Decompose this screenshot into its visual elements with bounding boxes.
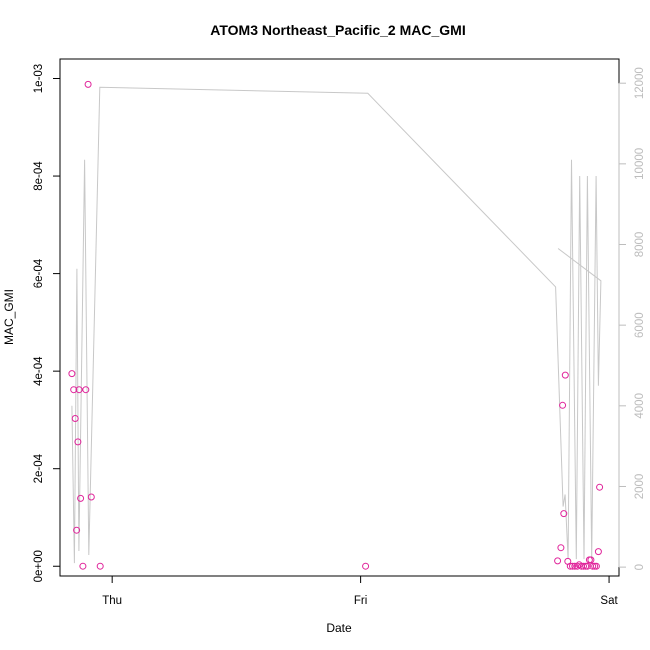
y-left-tick-label: 0e+00	[33, 550, 45, 582]
data-point	[75, 386, 83, 394]
data-point	[82, 386, 90, 394]
data-point	[560, 510, 568, 518]
count-line-series	[71, 86, 602, 564]
data-point	[566, 562, 574, 570]
data-point	[569, 562, 576, 570]
data-point	[589, 562, 597, 570]
data-point	[96, 562, 104, 570]
data-point	[594, 548, 602, 556]
x-axis: Thu Fri Sat	[102, 575, 618, 607]
y-left-tick-label: 1e-03	[33, 64, 45, 93]
mac-gmi-point-series	[68, 80, 604, 570]
x-tick-label: Fri	[354, 595, 367, 607]
y-right-tick-label: 10000	[634, 148, 646, 180]
data-point	[77, 494, 85, 502]
y-axis-right: 0 2000 4000 6000 8000 10000 12000	[618, 67, 646, 570]
count-line	[71, 86, 602, 564]
y-axis-label: MAC_GMI	[2, 289, 16, 345]
data-point	[580, 562, 587, 570]
data-point	[73, 526, 81, 534]
data-point	[587, 556, 595, 564]
y-right-tick-label: 12000	[634, 67, 646, 99]
y-right-tick-label: 2000	[634, 474, 646, 500]
data-point	[592, 562, 600, 570]
x-axis-label: Date	[326, 621, 352, 635]
y-right-tick-label: 6000	[634, 312, 646, 338]
y-right-tick-label: 8000	[634, 232, 646, 258]
data-point	[583, 562, 591, 570]
data-point	[87, 493, 95, 501]
data-point	[74, 438, 82, 446]
data-point	[362, 562, 370, 570]
y-left-tick-label: 6e-04	[33, 258, 45, 288]
y-right-tick-label: 4000	[634, 393, 646, 419]
data-point	[557, 544, 565, 552]
data-point	[84, 80, 92, 88]
y-left-tick-label: 8e-04	[33, 161, 45, 191]
data-point	[596, 483, 604, 491]
y-axis-left: 0e+00 2e-04 4e-04 6e-04 8e-04 1e-03	[33, 64, 61, 582]
x-tick-label: Thu	[102, 595, 122, 607]
y-left-tick-label: 4e-04	[33, 356, 45, 386]
data-point	[79, 562, 87, 570]
data-point	[571, 562, 579, 570]
y-right-tick-label: 0	[634, 564, 646, 570]
y-left-tick-label: 2e-04	[33, 453, 45, 483]
data-point	[71, 415, 79, 422]
x-tick-label: Sat	[600, 595, 618, 607]
data-point	[561, 371, 569, 379]
chart-title: ATOM3 Northeast_Pacific_2 MAC_GMI	[210, 22, 465, 38]
data-point	[70, 386, 78, 394]
data-point	[554, 557, 562, 565]
data-point	[559, 401, 567, 409]
data-point	[68, 370, 76, 378]
